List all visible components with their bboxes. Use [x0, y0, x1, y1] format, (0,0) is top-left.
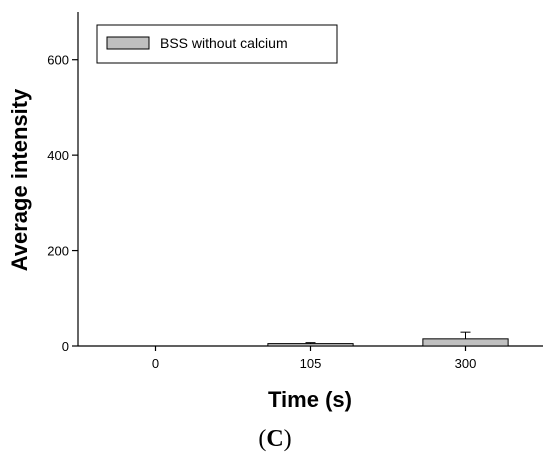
panel-label-close: ): [283, 426, 292, 452]
panel-label-open: (: [258, 426, 267, 452]
x-ticks: 0 105 300: [152, 346, 476, 371]
x-axis-title: Time (s): [268, 387, 352, 412]
panel-label: (C): [0, 426, 550, 453]
legend-label: BSS without calcium: [160, 35, 288, 51]
y-ticks: 0 200 400 600: [47, 53, 78, 354]
y-tick-label: 0: [62, 339, 69, 354]
x-axis: 0 105 300: [78, 345, 543, 371]
x-tick-label: 105: [300, 356, 322, 371]
y-tick-label: 200: [47, 244, 69, 259]
bars: [267, 338, 509, 347]
error-bars: [305, 331, 471, 344]
bar-chart: 0 200 400 600 0 105 300 Average intensity Tim…: [7, 12, 543, 412]
bar: [422, 338, 509, 347]
panel-label-letter: C: [266, 426, 284, 452]
x-tick-label: 0: [152, 356, 159, 371]
y-axis-title: Average intensity: [7, 88, 32, 271]
legend-swatch: [106, 36, 150, 50]
y-tick-label: 400: [47, 148, 69, 163]
bar: [267, 343, 354, 347]
y-tick-label: 600: [47, 53, 69, 68]
legend: BSS without calcium: [96, 24, 338, 64]
x-tick-label: 300: [455, 356, 477, 371]
y-axis: 0 200 400 600: [47, 12, 79, 354]
